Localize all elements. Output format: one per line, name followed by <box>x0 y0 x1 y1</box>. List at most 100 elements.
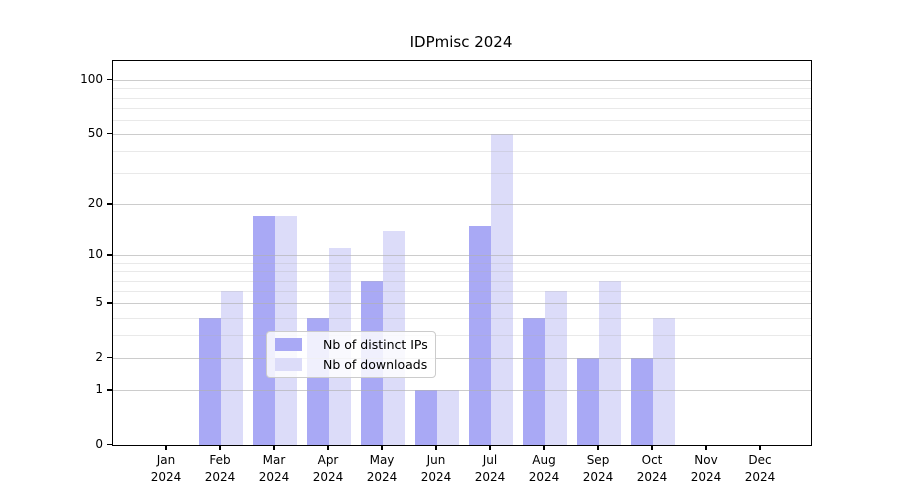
x-tick-label-line: Feb <box>209 453 231 467</box>
x-tick-label-line: 2024 <box>636 469 668 484</box>
y-tick-mark-100 <box>107 79 112 81</box>
gridline-minor-30 <box>113 173 811 175</box>
gridline-minor-9 <box>113 262 811 264</box>
y-tick-label-0: 0 <box>95 437 103 451</box>
x-tick-label-dec: Dec 2024 <box>732 452 788 485</box>
x-tick-label-line: Oct <box>641 453 663 467</box>
x-tick-label-line: 2024 <box>744 469 776 484</box>
y-tick-mark-0 <box>107 444 112 446</box>
legend-label-downloads: Nb of downloads <box>323 357 428 372</box>
bar-sep-downloads <box>599 280 621 445</box>
y-tick-label-1: 1 <box>95 382 103 397</box>
x-tick-label-line: 2024 <box>420 469 452 484</box>
legend-swatch-downloads <box>275 358 302 371</box>
x-tick-label-jun: Jun 2024 <box>408 452 464 485</box>
gridline-minor-4 <box>113 317 811 319</box>
bar-jul-downloads <box>491 134 513 445</box>
x-tick-label-line: 2024 <box>150 469 182 484</box>
bar-sep-distinct-ips <box>577 358 599 445</box>
x-tick-label-line: 2024 <box>366 469 398 484</box>
gridline-major-20 <box>113 204 811 206</box>
y-tick-label-100: 100 <box>80 72 103 86</box>
x-tick-mark-nov <box>705 445 707 451</box>
legend-row-distinct-ips: Nb of distinct IPs <box>275 336 428 353</box>
gridline-minor-80 <box>113 97 811 99</box>
gridline-minor-6 <box>113 291 811 293</box>
x-tick-mark-jun <box>435 445 437 451</box>
bar-oct-distinct-ips <box>631 358 653 445</box>
x-tick-mark-mar <box>273 445 275 451</box>
x-tick-label-apr: Apr 2024 <box>300 452 356 485</box>
gridline-minor-7 <box>113 280 811 282</box>
gridline-minor-70 <box>113 107 811 109</box>
x-tick-label-line: 2024 <box>474 469 506 484</box>
y-tick-mark-2 <box>107 357 112 359</box>
y-tick-label-2: 2 <box>95 350 103 365</box>
bar-jun-downloads <box>437 390 459 445</box>
gridline-major-2 <box>113 358 811 360</box>
x-tick-label-line: 2024 <box>258 469 290 484</box>
gridline-minor-3 <box>113 335 811 337</box>
x-tick-label-line: Apr <box>317 453 339 467</box>
x-tick-mark-feb <box>219 445 221 451</box>
gridline-minor-60 <box>113 119 811 121</box>
legend-label-distinct-ips: Nb of distinct IPs <box>323 337 428 352</box>
x-tick-label-nov: Nov 2024 <box>678 452 734 485</box>
y-tick-mark-10 <box>107 254 112 256</box>
x-tick-label-line: 2024 <box>528 469 560 484</box>
y-tick-label-20: 20 <box>87 196 103 211</box>
x-tick-label-line: Jul <box>482 453 498 467</box>
bar-aug-downloads <box>545 291 567 445</box>
x-tick-label-line: Dec <box>748 453 772 467</box>
x-tick-label-jul: Jul 2024 <box>462 452 518 485</box>
bar-feb-distinct-ips <box>199 317 221 445</box>
legend-swatch-distinct-ips <box>275 338 302 351</box>
y-tick-label-5: 5 <box>95 295 103 310</box>
x-tick-label-may: May 2024 <box>354 452 410 485</box>
x-tick-mark-dec <box>759 445 761 451</box>
bar-mar-distinct-ips <box>253 216 275 445</box>
legend: Nb of distinct IPs Nb of downloads <box>266 331 436 378</box>
x-tick-label-line: Aug <box>532 453 556 467</box>
x-tick-mark-aug <box>543 445 545 451</box>
y-tick-label-50: 50 <box>87 126 103 140</box>
x-tick-label-line: Jan <box>156 453 176 467</box>
x-tick-label-line: Jun <box>426 453 446 467</box>
y-tick-mark-5 <box>107 302 112 304</box>
y-tick-mark-50 <box>107 133 112 135</box>
bar-feb-downloads <box>221 291 243 445</box>
legend-row-downloads: Nb of downloads <box>275 356 427 373</box>
x-tick-label-sep: Sep 2024 <box>570 452 626 485</box>
x-tick-mark-oct <box>651 445 653 451</box>
y-tick-mark-20 <box>107 203 112 205</box>
gridline-major-50 <box>113 134 811 135</box>
gridline-major-1 <box>113 390 811 392</box>
bar-jun-distinct-ips <box>415 390 437 445</box>
gridline-major-100 <box>113 80 811 81</box>
plot-area <box>112 60 812 446</box>
x-tick-label-line: 2024 <box>690 469 722 484</box>
x-tick-label-line: May <box>369 453 395 467</box>
chart-title: IDPmisc 2024 <box>409 33 513 51</box>
y-tick-label-10: 10 <box>87 247 103 262</box>
x-tick-label-line: 2024 <box>312 469 344 484</box>
x-tick-label-line: 2024 <box>204 469 236 484</box>
gridline-minor-90 <box>113 88 811 90</box>
x-tick-mark-jul <box>489 445 491 451</box>
bar-jul-distinct-ips <box>469 225 491 445</box>
x-tick-label-feb: Feb 2024 <box>192 452 248 485</box>
x-tick-label-line: 2024 <box>582 469 614 484</box>
y-tick-mark-1 <box>107 389 112 391</box>
x-tick-label-aug: Aug 2024 <box>516 452 572 485</box>
bar-oct-downloads <box>653 317 675 445</box>
gridline-major-5 <box>113 303 811 305</box>
bar-mar-downloads <box>275 216 297 445</box>
x-tick-label-line: Nov <box>694 453 718 467</box>
x-tick-label-line: Mar <box>262 453 286 467</box>
gridline-minor-8 <box>113 271 811 273</box>
x-tick-mark-may <box>381 445 383 451</box>
gridline-minor-40 <box>113 151 811 153</box>
bar-aug-distinct-ips <box>523 317 545 445</box>
x-tick-mark-sep <box>597 445 599 451</box>
